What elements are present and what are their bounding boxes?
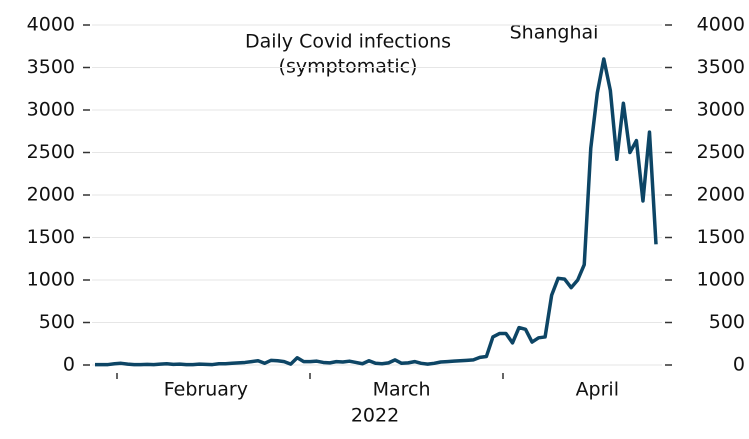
y2-tick-label: 2000 <box>697 184 745 206</box>
y2-tick-label: 1500 <box>697 226 745 248</box>
x-axis-label: 2022 <box>351 405 399 427</box>
y-tick-label: 0 <box>63 354 75 376</box>
y-tick-label: 500 <box>39 311 75 333</box>
chart-title: Daily Covid infections <box>245 31 451 53</box>
y2-tick-label: 2500 <box>697 141 745 163</box>
series-line <box>95 57 658 367</box>
y2-tick-label: 3000 <box>697 99 745 121</box>
y-tick-label: 2000 <box>27 184 75 206</box>
chart-subtitle: (symptomatic) <box>279 56 418 78</box>
y-tick-label: 1000 <box>27 269 75 291</box>
y2-tick-label: 4000 <box>697 14 745 36</box>
y-tick-label: 4000 <box>27 14 75 36</box>
y2-tick-label: 3500 <box>697 56 745 78</box>
y-tick-label: 3000 <box>27 99 75 121</box>
x-tick-label: April <box>576 379 619 401</box>
y2-tick-label: 0 <box>733 354 745 376</box>
y-tick-label: 3500 <box>27 56 75 78</box>
y-tick-label: 1500 <box>27 226 75 248</box>
x-tick-label: February <box>164 379 248 401</box>
x-tick-label: March <box>373 379 431 401</box>
y-tick-label: 2500 <box>27 141 75 163</box>
y2-tick-label: 1000 <box>697 269 745 291</box>
month-separators <box>116 373 504 379</box>
legend-entry: Shanghai <box>510 22 599 44</box>
y2-tick-label: 500 <box>709 311 745 333</box>
